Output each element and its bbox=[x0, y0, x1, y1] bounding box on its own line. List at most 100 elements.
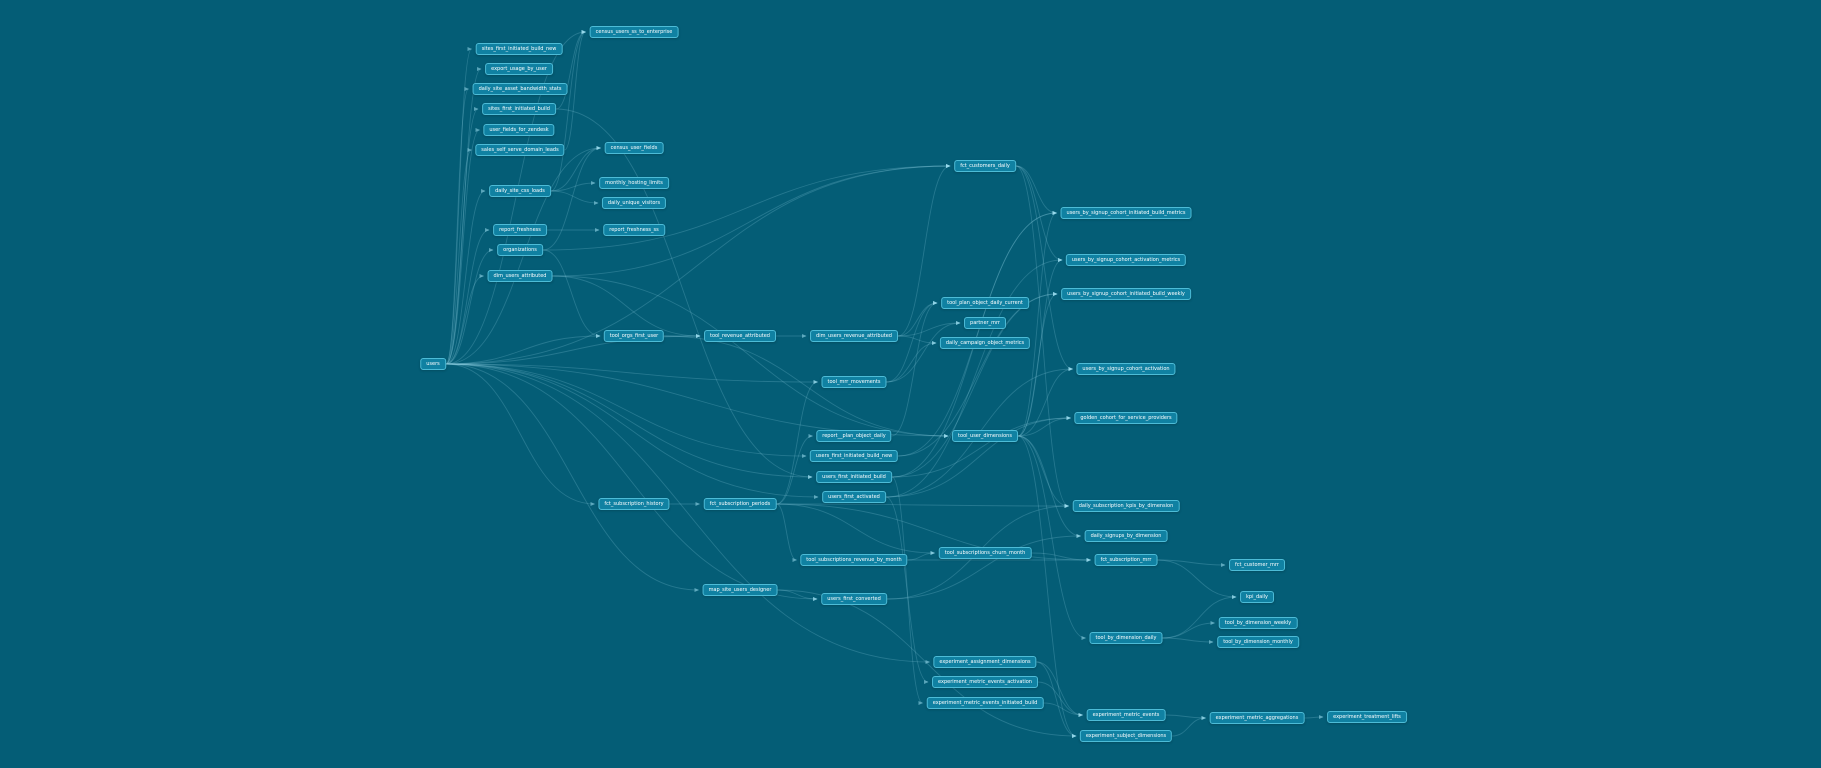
graph-node-tool_by_dimension_daily[interactable]: tool_by_dimension_daily bbox=[1089, 632, 1163, 644]
edge-users--users_first_initiated_build_new bbox=[445, 363, 807, 458]
edge-tool_user_dimensions--golden_cohort_for_service_providers bbox=[1017, 416, 1071, 437]
graph-node-dim_users_attributed[interactable]: dim_users_attributed bbox=[487, 270, 553, 282]
graph-node-experiment_metric_events_activation[interactable]: experiment_metric_events_activation bbox=[932, 676, 1038, 688]
edge-fct_customers_daily--users_by_signup_cohort_activation_metrics bbox=[1015, 165, 1063, 262]
edge-sites_first_initiated_build--census_users_ss_to_enterprise bbox=[555, 30, 586, 110]
graph-node-tool_by_dimension_monthly[interactable]: tool_by_dimension_monthly bbox=[1217, 636, 1299, 648]
edge-tool_user_dimensions--users_by_signup_cohort_activation_metrics bbox=[1017, 258, 1063, 437]
graph-node-report_freshness[interactable]: report_freshness bbox=[493, 224, 547, 236]
edge-fct_customers_daily--daily_subscription_kpis_by_dimension bbox=[1015, 165, 1069, 508]
edge-organizations--tool_orgs_first_user bbox=[542, 249, 601, 338]
graph-node-fct_subscription_mrr[interactable]: fct_subscription_mrr bbox=[1094, 554, 1158, 566]
edge-tool_user_dimensions--users_by_signup_cohort_activation bbox=[1017, 367, 1073, 437]
edge-users_first_converted--daily_signups_by_dimension bbox=[886, 534, 1081, 600]
graph-node-users_by_signup_cohort_initiated_build_metrics[interactable]: users_by_signup_cohort_initiated_build_m… bbox=[1060, 207, 1192, 219]
graph-node-fct_subscription_history[interactable]: fct_subscription_history bbox=[598, 498, 670, 510]
edge-fct_subscription_periods--report__plan_object_daily bbox=[776, 434, 813, 505]
edge-tool_user_dimensions--users_by_signup_cohort_initiated_build_weekly bbox=[1017, 292, 1058, 437]
edge-dim_users_revenue_attributed--tool_plan_object_daily_current bbox=[897, 301, 938, 337]
edge-tool_by_dimension_daily--tool_by_dimension_monthly bbox=[1162, 637, 1214, 644]
edge-users_first_initiated_build_new--users_by_signup_cohort_initiated_build_weekly bbox=[897, 292, 1058, 457]
graph-node-experiment_metric_aggregations[interactable]: experiment_metric_aggregations bbox=[1209, 712, 1305, 724]
graph-node-tool_mrr_movements[interactable]: tool_mrr_movements bbox=[821, 376, 887, 388]
edge-tool_user_dimensions--tool_by_dimension_daily bbox=[1017, 435, 1086, 640]
edge-users--daily_site_css_loads bbox=[445, 189, 486, 365]
edge-users_first_initiated_build--golden_cohort_for_service_providers bbox=[891, 416, 1071, 478]
graph-node-user_fields_for_zendesk[interactable]: user_fields_for_zendesk bbox=[483, 124, 555, 136]
edge-organizations--fct_customers_daily bbox=[542, 164, 951, 251]
edge-users--user_fields_for_zendesk bbox=[445, 128, 480, 365]
graph-node-monthly_hosting_limits[interactable]: monthly_hosting_limits bbox=[599, 177, 669, 189]
edge-users--report_freshness bbox=[445, 228, 490, 365]
graph-node-tool_user_dimensions[interactable]: tool_user_dimensions bbox=[952, 430, 1018, 442]
edge-dim_users_attributed--fct_customers_daily bbox=[552, 164, 951, 277]
graph-node-users_first_activated[interactable]: users_first_activated bbox=[822, 491, 886, 503]
graph-node-fct_customers_daily[interactable]: fct_customers_daily bbox=[954, 160, 1016, 172]
edge-daily_site_css_loads--daily_unique_visitors bbox=[550, 190, 599, 205]
graph-node-daily_campaign_object_metrics[interactable]: daily_campaign_object_metrics bbox=[939, 337, 1031, 349]
graph-node-daily_site_asset_bandwidth_stats[interactable]: daily_site_asset_bandwidth_stats bbox=[472, 83, 568, 95]
edge-tool_user_dimensions--daily_subscription_kpis_by_dimension bbox=[1017, 435, 1069, 508]
edge-dim_users_revenue_attributed--partner_mrr bbox=[897, 321, 961, 337]
graph-node-kpi_daily[interactable]: kpi_daily bbox=[1240, 591, 1274, 603]
graph-node-golden_cohort_for_service_providers[interactable]: golden_cohort_for_service_providers bbox=[1074, 412, 1178, 424]
graph-node-daily_signups_by_dimension[interactable]: daily_signups_by_dimension bbox=[1084, 530, 1168, 542]
graph-node-tool_by_dimension_weekly[interactable]: tool_by_dimension_weekly bbox=[1218, 617, 1298, 629]
graph-node-export_usage_by_user[interactable]: export_usage_by_user bbox=[485, 63, 553, 75]
graph-node-report__plan_object_daily[interactable]: report__plan_object_daily bbox=[816, 430, 892, 442]
edge-users_first_initiated_build--experiment_metric_events_initiated_build bbox=[891, 476, 923, 705]
graph-node-daily_unique_visitors[interactable]: daily_unique_visitors bbox=[601, 197, 667, 209]
graph-node-users_by_signup_cohort_activation_metrics[interactable]: users_by_signup_cohort_activation_metric… bbox=[1065, 254, 1187, 266]
graph-node-organizations[interactable]: organizations bbox=[497, 244, 543, 256]
graph-node-fct_subscription_periods[interactable]: fct_subscription_periods bbox=[703, 498, 777, 510]
graph-node-daily_subscription_kpis_by_dimension[interactable]: daily_subscription_kpis_by_dimension bbox=[1072, 500, 1180, 512]
graph-node-users_by_signup_cohort_activation[interactable]: users_by_signup_cohort_activation bbox=[1076, 363, 1176, 375]
edge-experiment_metric_events_initiated_build--experiment_metric_events bbox=[1043, 702, 1083, 717]
graph-node-report_freshness_ss[interactable]: report_freshness_ss bbox=[603, 224, 665, 236]
graph-node-experiment_treatment_lifts[interactable]: experiment_treatment_lifts bbox=[1327, 711, 1407, 723]
graph-node-census_users_ss_to_enterprise[interactable]: census_users_ss_to_enterprise bbox=[589, 26, 679, 38]
edge-experiment_assignment_dimensions--experiment_subject_dimensions bbox=[1036, 661, 1077, 738]
graph-node-tool_subscriptions_revenue_by_month[interactable]: tool_subscriptions_revenue_by_month bbox=[800, 554, 908, 566]
edge-experiment_subject_dimensions--experiment_metric_aggregations bbox=[1171, 716, 1206, 737]
graph-node-daily_site_css_loads[interactable]: daily_site_css_loads bbox=[489, 185, 551, 197]
edge-users--census_user_fields bbox=[445, 146, 601, 365]
graph-node-census_user_fields[interactable]: census_user_fields bbox=[604, 142, 664, 154]
graph-node-dim_users_revenue_attributed[interactable]: dim_users_revenue_attributed bbox=[810, 330, 898, 342]
edge-users--experiment_assignment_dimensions bbox=[445, 363, 930, 664]
graph-node-users_first_initiated_build[interactable]: users_first_initiated_build bbox=[816, 471, 892, 483]
edge-fct_subscription_periods--tool_subscriptions_churn_month bbox=[776, 503, 935, 555]
edge-tool_mrr_movements--tool_plan_object_daily_current bbox=[886, 301, 938, 383]
edge-daily_site_css_loads--monthly_hosting_limits bbox=[550, 181, 596, 192]
graph-node-users_first_initiated_build_new[interactable]: users_first_initiated_build_new bbox=[809, 450, 899, 462]
graph-node-experiment_subject_dimensions[interactable]: experiment_subject_dimensions bbox=[1079, 730, 1173, 742]
edge-fct_customers_daily--users_by_signup_cohort_activation bbox=[1015, 165, 1073, 371]
graph-node-map_site_users_designer[interactable]: map_site_users_designer bbox=[702, 584, 778, 596]
edge-users_first_activated--experiment_metric_events_activation bbox=[885, 496, 929, 684]
graph-node-tool_subscriptions_churn_month[interactable]: tool_subscriptions_churn_month bbox=[938, 547, 1032, 559]
edge-tool_user_dimensions--experiment_subject_dimensions bbox=[1017, 435, 1077, 738]
graph-node-sites_first_initiated_build[interactable]: sites_first_initiated_build bbox=[482, 103, 556, 115]
edge-experiment_metric_events_activation--experiment_metric_events bbox=[1037, 681, 1083, 717]
edge-users--fct_customers_daily bbox=[445, 164, 951, 365]
edge-users--organizations bbox=[445, 248, 494, 365]
graph-node-sites_first_initiated_build_new[interactable]: sites_first_initiated_build_new bbox=[475, 43, 563, 55]
graph-node-sales_self_serve_domain_leads[interactable]: sales_self_serve_domain_leads bbox=[475, 144, 565, 156]
graph-node-fct_customer_mrr[interactable]: fct_customer_mrr bbox=[1229, 559, 1285, 571]
graph-node-experiment_assignment_dimensions[interactable]: experiment_assignment_dimensions bbox=[933, 656, 1037, 668]
graph-node-users_by_signup_cohort_initiated_build_weekly[interactable]: users_by_signup_cohort_initiated_build_w… bbox=[1061, 288, 1191, 300]
graph-node-users[interactable]: users bbox=[420, 358, 446, 370]
graph-node-experiment_metric_events_initiated_build[interactable]: experiment_metric_events_initiated_build bbox=[926, 697, 1044, 709]
graph-node-tool_revenue_attributed[interactable]: tool_revenue_attributed bbox=[704, 330, 776, 342]
graph-node-tool_plan_object_daily_current[interactable]: tool_plan_object_daily_current bbox=[941, 297, 1029, 309]
edge-dim_users_attributed--tool_user_dimensions bbox=[552, 275, 949, 438]
graph-node-users_first_converted[interactable]: users_first_converted bbox=[821, 593, 887, 605]
edge-users--daily_site_asset_bandwidth_stats bbox=[445, 87, 469, 365]
graph-node-experiment_metric_events[interactable]: experiment_metric_events bbox=[1086, 709, 1166, 721]
edge-fct_customers_daily--users_by_signup_cohort_initiated_build_metrics bbox=[1015, 165, 1057, 215]
graph-node-partner_mrr[interactable]: partner_mrr bbox=[964, 317, 1006, 329]
graph-node-tool_orgs_first_user[interactable]: tool_orgs_first_user bbox=[603, 330, 665, 342]
edge-users--map_site_users_designer bbox=[445, 363, 699, 592]
